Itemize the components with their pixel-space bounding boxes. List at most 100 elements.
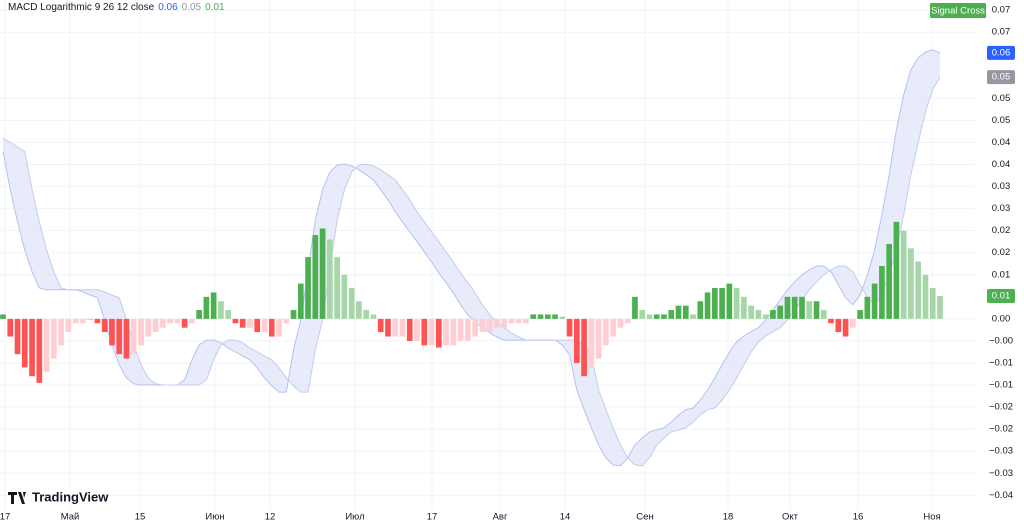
histogram-bar: [610, 318, 616, 337]
x-tick-label: 14: [560, 512, 571, 520]
histogram-bar: [305, 257, 311, 319]
header-value: 0.06: [158, 2, 178, 13]
header-value: 0.05: [181, 2, 202, 13]
histogram-bar: [370, 314, 377, 319]
x-tick-label: Ноя: [923, 512, 940, 520]
histogram-bar: [43, 318, 50, 372]
histogram-bar: [617, 318, 624, 328]
histogram-bar: [189, 318, 195, 324]
histogram-bar: [806, 301, 813, 319]
histogram-bar: [762, 314, 769, 319]
histogram-bar: [842, 318, 849, 337]
x-tick-label: Июл: [345, 512, 364, 520]
x-tick-label: Май: [61, 512, 80, 520]
y-tick-label: −0.03: [989, 468, 1013, 479]
histogram-bar: [704, 292, 711, 319]
histogram-bar: [14, 318, 21, 355]
histogram-bar: [726, 283, 733, 319]
histogram-bar: [341, 274, 348, 319]
histogram-bar: [864, 296, 871, 319]
histogram-bar: [65, 318, 72, 333]
y-tick-label: 0.01: [992, 269, 1011, 280]
histogram-bar: [414, 318, 420, 341]
y-tick-label: 0.04: [992, 159, 1011, 170]
histogram-bar: [682, 305, 689, 319]
histogram-bar: [312, 235, 319, 319]
histogram-bar: [879, 265, 885, 319]
value-badge-label: 0.01: [992, 290, 1011, 301]
histogram-bar: [697, 301, 704, 319]
y-tick-label: −0.01: [989, 380, 1013, 391]
x-tick-label: Сен: [636, 512, 653, 520]
histogram-bar: [581, 318, 587, 377]
histogram-bar: [435, 318, 442, 348]
y-tick-label: −0.00: [989, 335, 1013, 346]
y-tick-label: 0.07: [992, 5, 1011, 16]
y-tick-label: −0.03: [989, 446, 1013, 457]
histogram-bar: [908, 248, 914, 319]
histogram-bar: [675, 305, 682, 319]
histogram-bar: [465, 318, 471, 341]
histogram-bar: [0, 314, 6, 319]
annotation-box: [930, 3, 986, 18]
histogram-bar: [566, 318, 573, 337]
histogram-bar: [915, 261, 922, 319]
value-badge: [987, 45, 1015, 60]
histogram-bar: [283, 318, 290, 324]
histogram-bar: [174, 318, 181, 324]
histogram-bar: [900, 230, 907, 319]
histogram-bar: [835, 318, 842, 333]
histogram-bar: [385, 318, 391, 337]
histogram-bar: [603, 318, 609, 346]
value-badge: [987, 70, 1015, 85]
histogram-bar: [748, 305, 754, 319]
histogram-bar: [152, 318, 159, 333]
histogram-bar: [508, 318, 515, 324]
histogram-bar: [123, 318, 130, 359]
histogram-bar: [784, 296, 791, 319]
histogram-bar: [668, 310, 675, 319]
histogram-bar: [145, 318, 152, 337]
signal-line: [2, 49, 941, 467]
histogram-bar: [929, 288, 936, 319]
histogram-bar: [254, 318, 261, 333]
histogram-bar: [276, 318, 282, 337]
histogram-bar: [690, 314, 696, 319]
watermark: TradingView: [8, 489, 109, 504]
x-tick-label: 12: [265, 512, 276, 520]
histogram-bar: [443, 318, 449, 346]
histogram-bar: [661, 314, 667, 319]
histogram-bar: [632, 296, 638, 319]
histogram-bar: [559, 316, 566, 319]
histogram-bar: [719, 288, 725, 319]
histogram-bar: [515, 318, 522, 324]
histogram-bar: [893, 221, 900, 319]
histogram-bar: [87, 318, 93, 320]
grid: [0, 0, 975, 510]
band-fill: [3, 49, 940, 466]
histogram-bar: [770, 310, 776, 319]
x-tick-label: 17: [0, 512, 10, 520]
histogram-bar: [791, 296, 798, 319]
watermark-text: TradingView: [32, 489, 109, 504]
histogram-bar: [203, 296, 210, 319]
histogram-bar: [820, 310, 827, 319]
histogram-bar: [377, 318, 384, 333]
histogram-bar: [334, 257, 340, 319]
histogram-bar: [871, 283, 878, 319]
histogram-bar: [624, 318, 631, 324]
x-tick-label: Авг: [493, 512, 508, 520]
histogram-bar: [828, 318, 834, 324]
histogram-bar: [247, 318, 253, 328]
histogram-bar: [537, 314, 544, 319]
y-tick-label: 0.02: [992, 247, 1011, 258]
x-tick-label: Июн: [205, 512, 224, 520]
histogram-bar: [799, 296, 805, 319]
histogram-bar: [733, 288, 740, 319]
histogram-bar: [428, 318, 435, 346]
histogram-bar: [363, 310, 370, 319]
value-badge-label: 0.05: [992, 72, 1011, 83]
histogram-bar: [472, 318, 478, 337]
